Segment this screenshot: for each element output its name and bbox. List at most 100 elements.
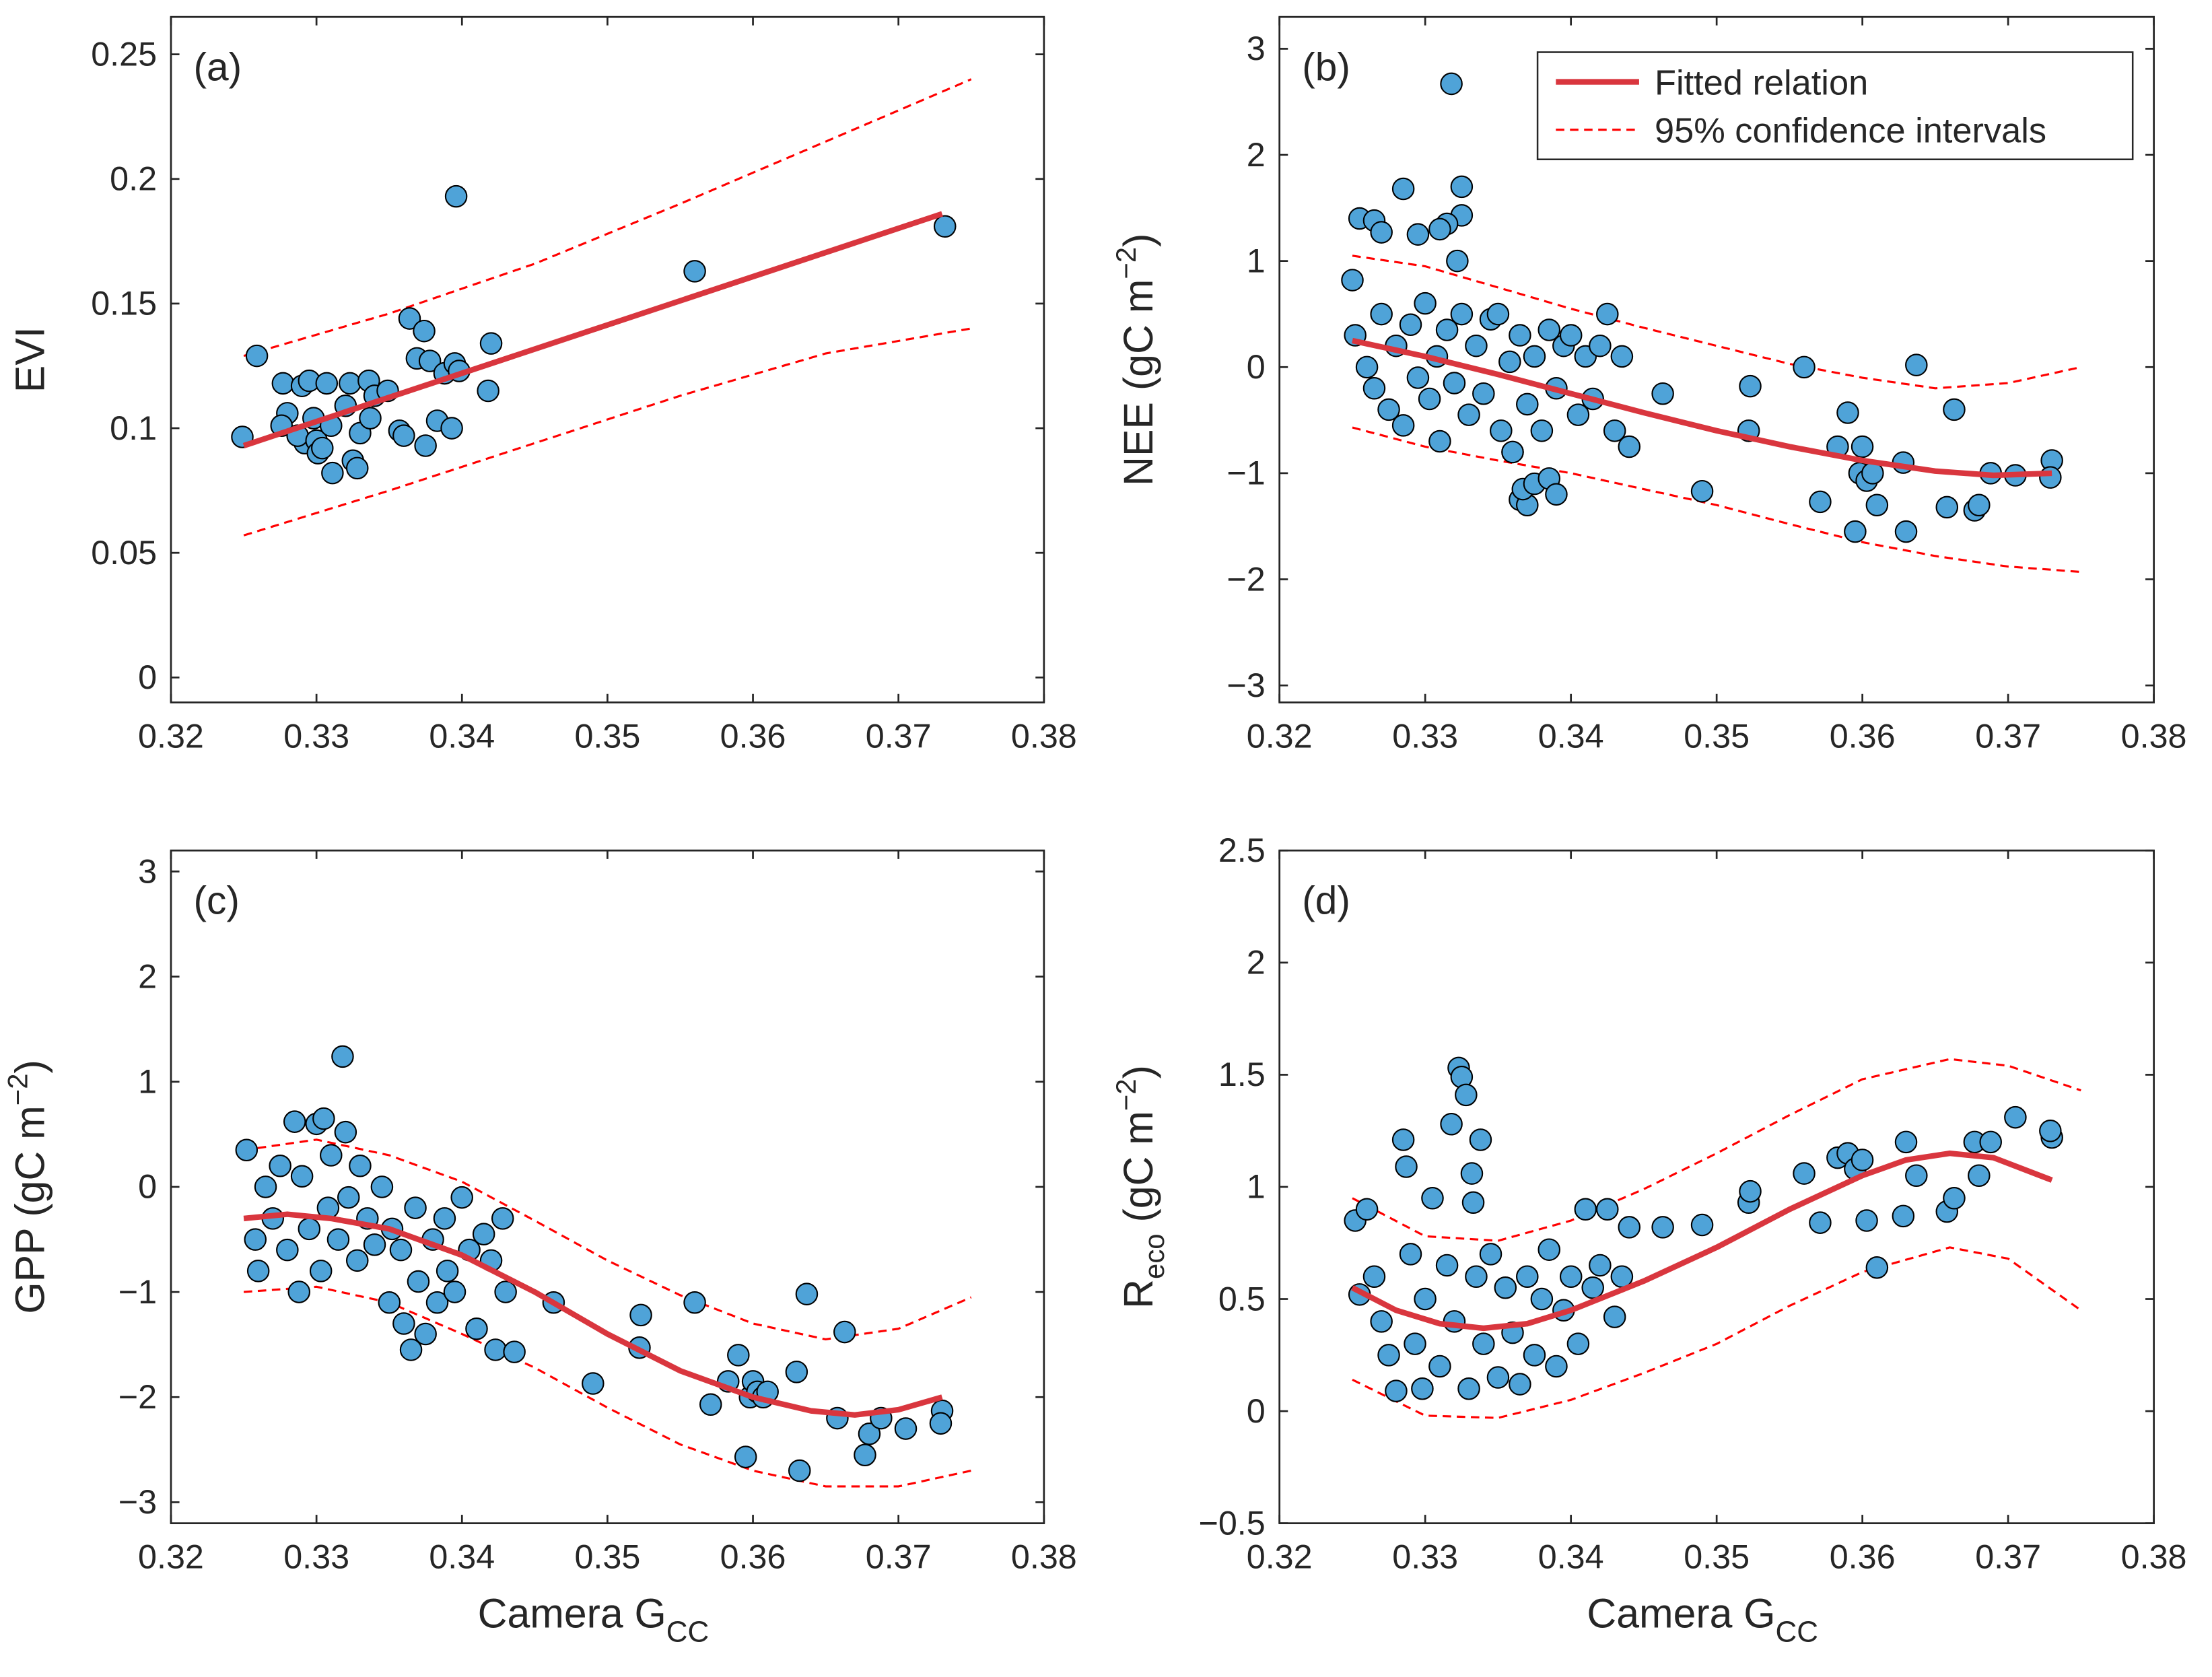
fit-line: [1352, 337, 2052, 479]
data-point: [1443, 372, 1466, 395]
y-label-superscript: −2: [1, 1073, 33, 1105]
data-point: [1566, 1332, 1590, 1355]
data-point: [1428, 430, 1451, 453]
y-tick-label: 1: [138, 1062, 157, 1101]
data-point: [1377, 1344, 1400, 1367]
data-point: [1457, 403, 1480, 426]
y-tick-label: 1.5: [1218, 1055, 1266, 1093]
data-point: [1490, 419, 1513, 442]
data-point: [1421, 1186, 1444, 1210]
x-tick-label: 0.36: [1830, 1538, 1896, 1576]
data-point: [276, 1238, 299, 1262]
y-tick-label: 0: [1247, 347, 1266, 386]
data-point: [1399, 313, 1422, 337]
ci-upper-line: [1352, 1058, 2081, 1242]
x-tick-label: 0.34: [1538, 716, 1604, 755]
data-point: [1559, 1265, 1583, 1288]
data-point: [1472, 1332, 1495, 1355]
data-point: [1498, 350, 1521, 374]
data-point: [1523, 1344, 1546, 1367]
data-point: [246, 1260, 270, 1282]
data-point: [1391, 414, 1415, 437]
x-tick-label: 0.32: [1247, 716, 1313, 755]
data-point: [795, 1282, 819, 1305]
data-point: [929, 1412, 953, 1435]
data-point: [472, 1223, 495, 1245]
data-point: [1428, 217, 1451, 241]
panel-label: (b): [1302, 45, 1350, 89]
data-point: [1494, 1276, 1517, 1299]
data-point: [320, 1144, 343, 1167]
data-point: [254, 1175, 277, 1198]
data-point: [1404, 1332, 1426, 1355]
fit-line: [1351, 1150, 2053, 1332]
data-point: [1865, 1256, 1889, 1279]
data-point: [436, 1260, 459, 1282]
data-point: [1465, 1265, 1488, 1288]
data-point: [1362, 377, 1386, 400]
data-point: [1690, 479, 1714, 503]
data-point: [349, 1154, 372, 1177]
data-point: [1501, 440, 1524, 464]
data-point: [1603, 1305, 1626, 1328]
data-point: [271, 372, 295, 395]
y-tick-label: −2: [1226, 559, 1265, 598]
data-point: [290, 1165, 314, 1188]
data-point: [1809, 1211, 1832, 1234]
data-point: [1486, 1366, 1510, 1389]
data-point: [477, 379, 499, 403]
x-tick-label: 0.34: [429, 1538, 495, 1576]
x-tick-label: 0.35: [574, 716, 640, 755]
data-point: [1385, 1379, 1408, 1402]
x-tick-label: 0.34: [429, 716, 495, 755]
data-point: [1545, 1355, 1568, 1378]
x-tick-label: 0.38: [2121, 716, 2187, 755]
data-point: [1370, 302, 1393, 326]
x-tick-label: 0.38: [2121, 1538, 2187, 1576]
data-point: [1391, 1128, 1415, 1151]
y-tick-label: 0.5: [1218, 1279, 1266, 1317]
y-tick-label: 2.5: [1218, 831, 1266, 869]
data-point: [854, 1443, 876, 1467]
y-tick-label: 1: [1247, 241, 1266, 279]
data-point: [1469, 1128, 1492, 1151]
panel-label: (c): [194, 879, 240, 923]
y-tick-label: 0.05: [91, 533, 157, 572]
y-tick-label: 1: [1247, 1167, 1266, 1206]
y-tick-label: 3: [1247, 29, 1266, 67]
data-point: [1739, 1179, 1762, 1203]
x-tick-label: 0.38: [1011, 1538, 1077, 1576]
data-point: [287, 1280, 310, 1303]
y-tick-label: −2: [118, 1377, 157, 1416]
y-label-main: R: [1115, 1279, 1161, 1309]
x-tick-label: 0.32: [138, 716, 204, 755]
data-point: [1537, 318, 1561, 341]
data-point: [269, 1154, 291, 1177]
y-tick-label: −1: [1226, 454, 1265, 492]
data-point: [450, 1186, 473, 1209]
data-point: [1406, 223, 1430, 246]
data-point: [378, 1291, 401, 1314]
data-point: [1545, 483, 1568, 506]
data-point: [1589, 1254, 1612, 1277]
data-point: [582, 1372, 604, 1395]
data-point: [1596, 302, 1619, 326]
data-point: [785, 1361, 808, 1383]
data-point: [1355, 1198, 1379, 1221]
data-point: [1516, 1265, 1539, 1288]
data-point: [1603, 419, 1626, 442]
data-point: [1411, 1377, 1434, 1400]
data-point: [683, 260, 706, 283]
data-point: [414, 1322, 437, 1346]
data-point: [1836, 401, 1859, 424]
data-point: [392, 1312, 415, 1335]
data-point: [433, 1207, 456, 1230]
data-point: [1341, 269, 1364, 292]
data-point: [1399, 1243, 1422, 1266]
data-point: [1450, 302, 1474, 326]
data-point: [1435, 1254, 1459, 1277]
data-point: [392, 424, 415, 447]
data-point: [1355, 355, 1379, 379]
data-point: [1457, 1377, 1480, 1400]
y-tick-label: 2: [138, 957, 157, 995]
